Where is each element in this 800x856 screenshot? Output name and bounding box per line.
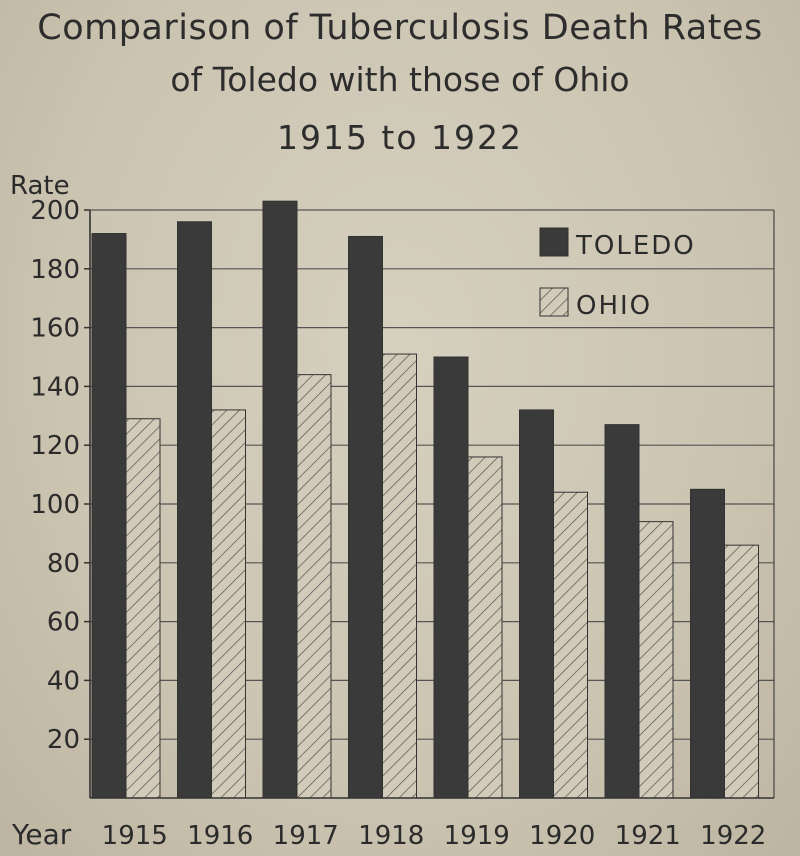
y-tick-label: 200 — [30, 196, 80, 226]
legend-label-ohio: OHIO — [576, 291, 652, 321]
legend-swatch-toledo — [539, 227, 569, 257]
y-tick-label: 180 — [30, 255, 80, 285]
bar-ohio-1920 — [553, 491, 588, 799]
y-tick-label: 120 — [30, 431, 80, 461]
axis-labels: 20 40 60 80 100 120 140 160 180 200 1915 1916 1917 19… — [10, 171, 766, 851]
legend-swatch-ohio — [539, 287, 569, 317]
y-tick-label: 100 — [30, 490, 80, 520]
x-tick-label: 1918 — [358, 821, 424, 851]
bar-toledo-1917 — [262, 200, 298, 799]
bar-ohio-1918 — [382, 353, 417, 799]
chart-title-line-3: 1915 to 1922 — [276, 118, 524, 157]
bar-toledo-1916 — [177, 221, 212, 799]
y-tick-label: 20 — [47, 725, 80, 755]
bar-ohio-1915 — [125, 418, 161, 799]
x-tick-label: 1915 — [102, 821, 168, 851]
y-tick-label: 140 — [30, 372, 80, 402]
x-axis-label: Year — [11, 818, 72, 851]
bar-ohio-1921 — [638, 521, 674, 799]
x-tick-label: 1919 — [444, 821, 510, 851]
chart-title-line-2: of Toledo with those of Ohio — [170, 60, 630, 99]
x-tick-label: 1921 — [615, 821, 681, 851]
bar-toledo-1921 — [604, 424, 640, 799]
bar-ohio-1916 — [211, 409, 246, 799]
legend: TOLEDO OHIO — [539, 227, 696, 321]
y-axis-label: Rate — [10, 171, 70, 201]
x-tick-label: 1916 — [187, 821, 253, 851]
bar-ohio-1919 — [467, 456, 503, 799]
bars — [91, 200, 759, 799]
legend-label-toledo: TOLEDO — [575, 231, 696, 261]
y-tick-label: 80 — [47, 549, 80, 579]
x-tick-label: 1922 — [700, 821, 766, 851]
bar-toledo-1919 — [433, 356, 469, 799]
y-tick-label: 60 — [47, 608, 80, 638]
axes — [84, 209, 775, 799]
y-tick-label: 40 — [47, 666, 80, 696]
bar-toledo-1922 — [690, 488, 725, 799]
bar-toledo-1920 — [519, 409, 554, 799]
y-tick-label: 160 — [30, 314, 80, 344]
bar-toledo-1918 — [348, 235, 383, 799]
x-tick-label: 1917 — [273, 821, 339, 851]
bar-toledo-1915 — [91, 233, 127, 799]
x-tick-label: 1920 — [529, 821, 595, 851]
chart-title-line-1: Comparison of Tuberculosis Death Rates — [37, 8, 763, 48]
bar-ohio-1917 — [296, 374, 332, 799]
bar-ohio-1922 — [724, 544, 759, 799]
